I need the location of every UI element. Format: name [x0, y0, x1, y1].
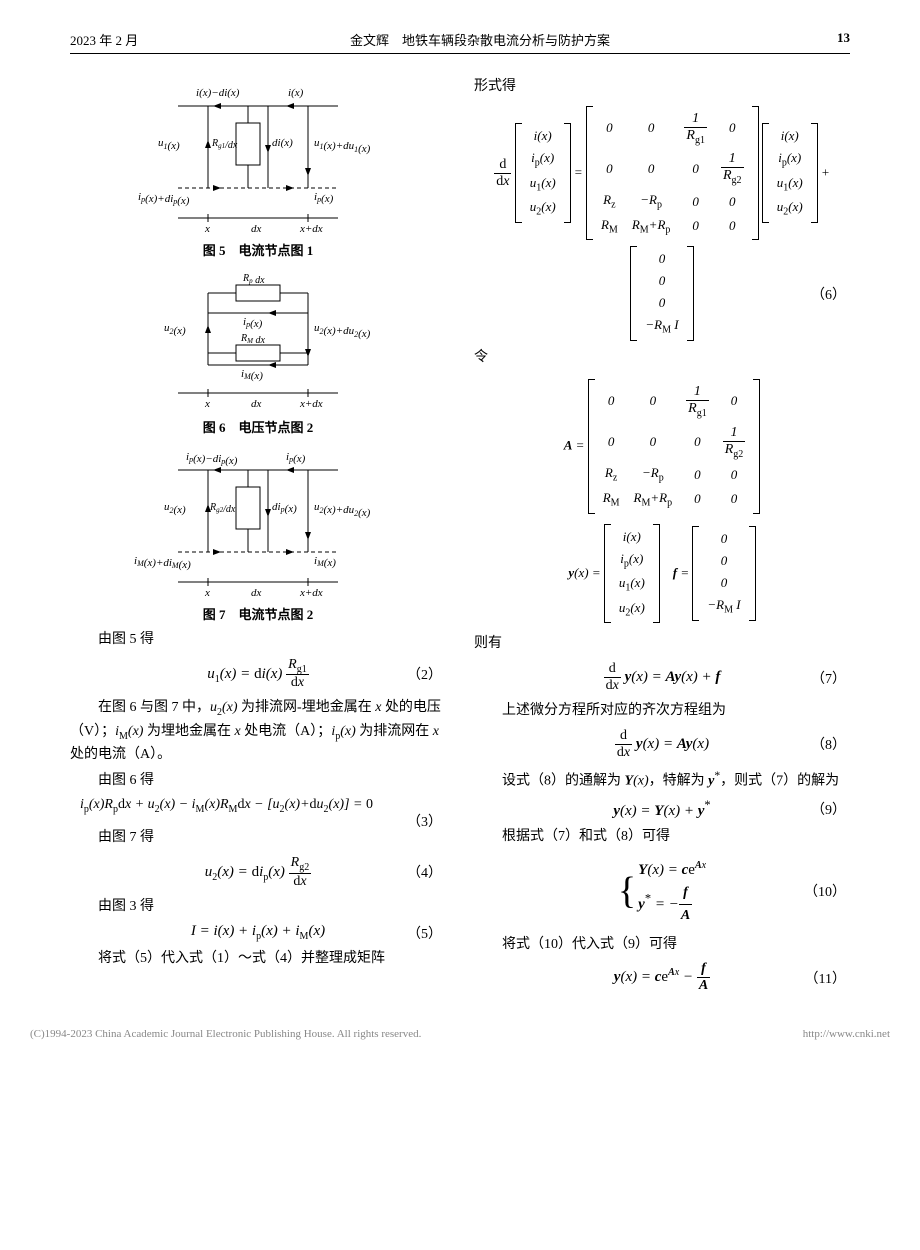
- eq7-num: （7）: [811, 668, 846, 688]
- svg-text:ip(x): ip(x): [286, 451, 306, 465]
- svg-text:x+dx: x+dx: [299, 587, 323, 599]
- eq6-num: （6）: [811, 284, 846, 304]
- footer-url: http://www.cnki.net: [803, 1028, 890, 1040]
- svg-text:i(x)−di(x): i(x)−di(x): [196, 87, 240, 99]
- right-p5: 设式（8）的通解为 Y(x)，特解为 y*，则式（7）的解为: [474, 767, 850, 792]
- vec-y-f-def: y(x) = i(x) ip(x) u1(x) u2(x) f = 000 −R…: [474, 524, 850, 624]
- figure-6: Rp dx ip(x) u2(x) u2(x)+du2(x) RM dx: [70, 265, 446, 436]
- eq3-num: （3）: [407, 811, 442, 831]
- svg-text:Rg2/dx: Rg2/dx: [209, 502, 236, 515]
- svg-text:dx: dx: [251, 223, 262, 235]
- svg-text:u2(x): u2(x): [164, 501, 186, 516]
- matrix-A-def: A = 001Rg10 0001Rg2 Rz−Rp00 RMRM+Rp00: [474, 379, 850, 514]
- eq11-num: （11）: [805, 968, 846, 988]
- equation-8: ddx y(x) = Ay(x) （8）: [474, 728, 850, 761]
- equation-9: y(x) = Y(x) + y* （9）: [474, 798, 850, 820]
- fig7-caption: 图 7 电流节点图 2: [70, 604, 446, 623]
- left-column: i(x)−di(x) i(x) u1(x) u1(x)+du1(x) Rg1/: [70, 72, 446, 1000]
- left-p2: 在图 6 与图 7 中，u2(x) 为排流网-埋地金属在 x 处的电压（V）；i…: [70, 697, 446, 765]
- header-page-num: 13: [790, 30, 850, 49]
- eq10-num: （10）: [804, 881, 846, 901]
- equation-10: { Y(x) = ceAx y* = −fA （10）: [474, 854, 850, 928]
- left-p1: 由图 5 得: [70, 629, 446, 651]
- eq9-num: （9）: [811, 799, 846, 819]
- svg-text:i(x): i(x): [288, 87, 304, 99]
- svg-text:ip(x)+dip(x): ip(x)+dip(x): [138, 191, 190, 207]
- figure-7: ip(x)−dip(x) ip(x) u2(x) u2(x)+du2(x) Rg…: [70, 442, 446, 623]
- svg-text:Rp dx: Rp dx: [242, 273, 265, 286]
- equation-7: ddx y(x) = Ay(x) + f （7）: [474, 661, 850, 694]
- equation-2: u1(x) = di(x) Rg1dx （2）: [70, 657, 446, 692]
- svg-text:ip(x)−dip(x): ip(x)−dip(x): [186, 451, 238, 467]
- svg-text:x: x: [204, 223, 210, 235]
- equation-6b: 000 −RM I （6）: [474, 246, 850, 341]
- page-footer: (C)1994-2023 China Academic Journal Elec…: [30, 1028, 890, 1040]
- header-title: 金文辉 地铁车辆段杂散电流分析与防护方案: [170, 30, 790, 49]
- two-column-layout: i(x)−di(x) i(x) u1(x) u1(x)+du1(x) Rg1/: [70, 72, 850, 1000]
- svg-text:ip(x): ip(x): [314, 191, 334, 205]
- right-p7: 将式（10）代入式（9）可得: [474, 934, 850, 956]
- equation-4: u2(x) = dip(x) Rg2dx （4）: [70, 855, 446, 890]
- eq5-num: （5）: [407, 923, 442, 943]
- left-p5: 由图 3 得: [70, 896, 446, 918]
- svg-text:iM(x)+diM(x): iM(x)+diM(x): [134, 555, 191, 571]
- svg-text:x+dx: x+dx: [299, 223, 323, 235]
- equation-3: ip(x)Rpdx + u2(x) − iM(x)RMdx − [u2(x)+d…: [70, 797, 446, 815]
- svg-text:dx: dx: [251, 587, 262, 599]
- left-p4: 由图 7 得: [70, 827, 446, 849]
- fig6-caption: 图 6 电压节点图 2: [70, 417, 446, 436]
- svg-text:x: x: [204, 398, 210, 410]
- svg-text:x: x: [204, 587, 210, 599]
- left-p6: 将式（5）代入式（1）～式（4）并整理成矩阵: [70, 948, 446, 970]
- svg-text:u2(x)+du2(x): u2(x)+du2(x): [314, 322, 371, 340]
- footer-copyright: (C)1994-2023 China Academic Journal Elec…: [30, 1028, 421, 1040]
- svg-text:di(x): di(x): [272, 137, 293, 149]
- svg-text:ip(x): ip(x): [243, 316, 263, 330]
- figure-5: i(x)−di(x) i(x) u1(x) u1(x)+du1(x) Rg1/: [70, 78, 446, 259]
- svg-text:iM(x): iM(x): [241, 368, 263, 382]
- svg-text:x+dx: x+dx: [299, 398, 323, 410]
- right-p3: 则有: [474, 633, 850, 655]
- right-p6: 根据式（7）和式（8）可得: [474, 826, 850, 848]
- svg-text:dip(x): dip(x): [272, 501, 297, 515]
- svg-text:Rg1/dx: Rg1/dx: [211, 138, 238, 151]
- equation-11: y(x) = ceAx − fA （11）: [474, 961, 850, 994]
- fig5-caption: 图 5 电流节点图 1: [70, 240, 446, 259]
- right-p4: 上述微分方程所对应的齐次方程组为: [474, 700, 850, 722]
- svg-text:u1(x)+du1(x): u1(x)+du1(x): [314, 137, 371, 155]
- right-p2: 令: [474, 347, 850, 369]
- svg-text:u1(x): u1(x): [158, 137, 180, 152]
- right-column: 形式得 ddx i(x) ip(x) u1(x) u2(x) = 001Rg10…: [474, 72, 850, 1000]
- page-header: 2023 年 2 月 金文辉 地铁车辆段杂散电流分析与防护方案 13: [70, 30, 850, 54]
- eq2-num: （2）: [407, 664, 442, 684]
- svg-text:u2(x): u2(x): [164, 322, 186, 337]
- equation-5: I = i(x) + ip(x) + iM(x) （5）: [70, 923, 446, 942]
- svg-text:iM(x): iM(x): [314, 555, 336, 569]
- header-date: 2023 年 2 月: [70, 30, 170, 49]
- page: 2023 年 2 月 金文辉 地铁车辆段杂散电流分析与防护方案 13 i(x)−…: [0, 0, 920, 1050]
- left-p3: 由图 6 得: [70, 770, 446, 792]
- svg-text:RM dx: RM dx: [240, 333, 265, 346]
- eq8-num: （8）: [811, 734, 846, 754]
- svg-text:u2(x)+du2(x): u2(x)+du2(x): [314, 501, 371, 519]
- right-p1: 形式得: [474, 76, 850, 98]
- svg-text:dx: dx: [251, 398, 262, 410]
- equation-6: ddx i(x) ip(x) u1(x) u2(x) = 001Rg10 000…: [474, 106, 850, 241]
- eq4-num: （4）: [407, 862, 442, 882]
